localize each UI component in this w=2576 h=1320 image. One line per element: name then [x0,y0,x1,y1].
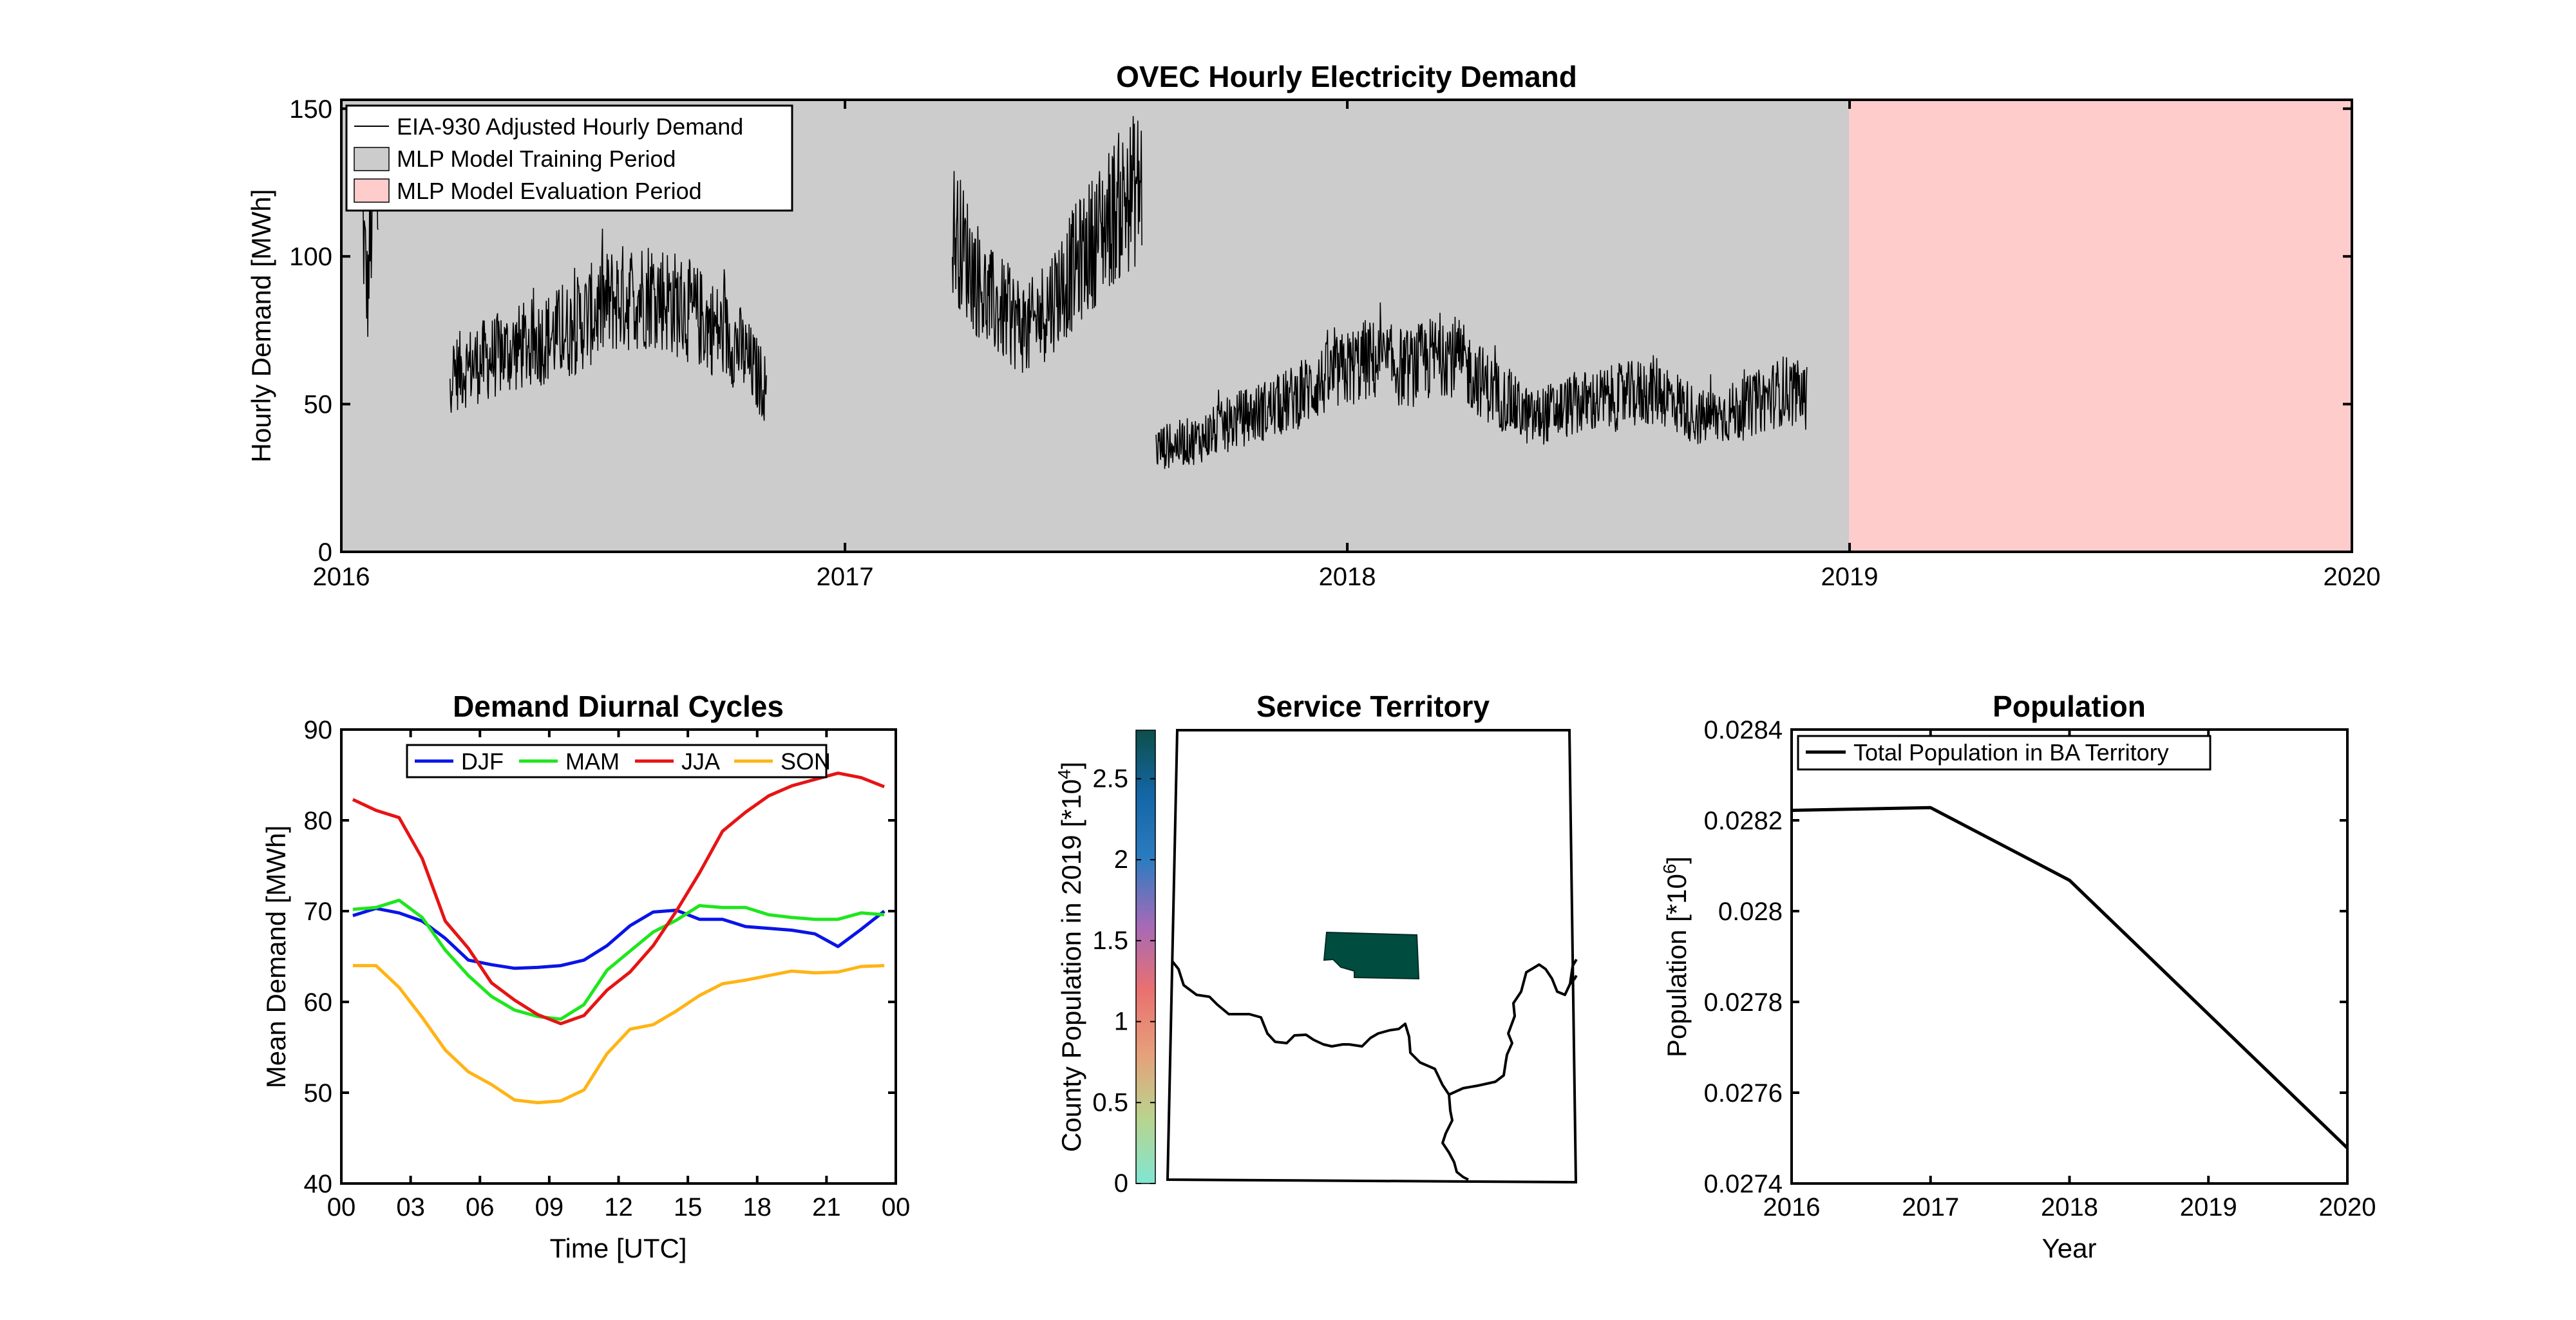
demand-timeseries-chart: OVEC Hourly Electricity Demand 2016 2017 2… [246,60,2380,591]
diurnal-y-tick-label: 50 [304,1079,333,1108]
population-line [1792,806,2347,1149]
diurnal-x-tick-label: 06 [466,1193,495,1221]
evaluation-period-shading [1849,100,2352,552]
diurnal-series [352,771,886,1104]
population-y-tick-label: 0.028 [1718,898,1783,926]
population-x-tick-label: 2016 [1763,1193,1821,1221]
diurnal-x-tick-label: 18 [743,1193,772,1221]
state-boundary-ohio-river [1172,959,1578,1096]
population-y-label-text: Population [*10 [1662,874,1692,1057]
diurnal-y-tick-label: 70 [304,898,333,926]
population-plot-frame [1790,728,2349,1185]
demand-legend-box [345,104,793,212]
colorbar-tick-label: 1.5 [1092,927,1128,955]
diurnal-line-djf [352,907,886,970]
demand-series [361,116,1808,469]
population-legend: Total Population in BA Territory [1797,735,2211,771]
demand-line-segment [1155,302,1808,469]
population-legend-box [1797,735,2211,771]
population-x-tick-label: 2018 [2041,1193,2098,1221]
population-y-label-close: ] [1662,856,1692,864]
state-boundary-east [1569,958,1578,985]
diurnal-y-tick-label: 40 [304,1170,333,1198]
diurnal-x-tick-label: 03 [396,1193,425,1221]
diurnal-line-mam [352,898,885,1021]
diurnal-x-tick-label: 00 [327,1193,356,1221]
diurnal-chart-title: Demand Diurnal Cycles [453,690,784,723]
population-y-label-exponent: 6 [1660,864,1680,874]
diurnal-x-tick-label: 21 [812,1193,841,1221]
population-y-tick-label: 0.0278 [1704,988,1783,1017]
legend-label-mam: MAM [565,748,620,775]
population-y-tick-label: 0.0284 [1704,716,1783,744]
population-y-tick-label: 0.0276 [1704,1079,1783,1108]
demand-y-tick-label: 50 [304,391,333,419]
state-boundary-west [1441,1094,1469,1181]
demand-legend: EIA-930 Adjusted Hourly Demand MLP Model… [345,104,793,212]
population-x-tick-label: 2019 [2180,1193,2237,1221]
diurnal-x-tick-label: 12 [604,1193,633,1221]
legend-label-training: MLP Model Training Period [397,146,676,172]
colorbar-label-exponent: 4 [1054,769,1074,779]
demand-line-segment [450,229,767,421]
diurnal-legend: DJF MAM JJA SON [406,744,831,778]
diurnal-plot-frame [340,728,897,1185]
population-y-tick-label: 0.0274 [1704,1170,1783,1198]
population-y-tick-label: 0.0282 [1704,807,1783,835]
service-territory-map: Service Territory 0 0.5 1 1.5 2 2.5 County Po… [1054,690,1578,1198]
colorbar-label-close: ] [1056,762,1086,769]
diurnal-cycles-chart: Demand Diurnal Cycles 00 03 06 09 12 15 18 21 00… [261,690,910,1263]
legend-swatch-evaluation [354,178,390,203]
diurnal-y-axis-label: Mean Demand [MWh] [261,825,291,1088]
diurnal-x-tick-label: 00 [882,1193,911,1221]
diurnal-x-axis-label: Time [UTC] [549,1233,687,1263]
diurnal-y-tick-label: 90 [304,716,333,744]
legend-label-demand: EIA-930 Adjusted Hourly Demand [397,113,743,140]
colorbar-tick-label: 0.5 [1092,1088,1128,1117]
diurnal-line-jja [352,771,886,1026]
demand-y-tick-label: 150 [289,95,332,124]
colorbar-label: County Population in 2019 [*104] [1054,762,1086,1152]
colorbar [1135,730,1156,1184]
demand-chart-title: OVEC Hourly Electricity Demand [1116,60,1577,93]
ovec-county [1323,931,1420,980]
colorbar-label-text: County Population in 2019 [*10 [1056,779,1086,1152]
legend-label-jja: JJA [681,748,720,775]
legend-label-son: SON [781,748,831,775]
demand-x-tick-label: 2018 [1319,563,1376,591]
diurnal-y-tick-label: 80 [304,807,333,835]
population-x-axis-label: Year [2042,1233,2097,1263]
population-x-tick-label: 2017 [1902,1193,1959,1221]
legend-label-evaluation: MLP Model Evaluation Period [397,178,702,204]
diurnal-y-tick-label: 60 [304,988,333,1017]
legend-label-population: Total Population in BA Territory [1853,739,2169,766]
legend-label-djf: DJF [461,748,504,775]
population-chart-title: Population [1993,690,2146,723]
colorbar-tick-label: 2 [1114,845,1128,874]
population-chart: Population 2016 2017 2018 2019 2020 0.0274 0.0… [1660,690,2376,1263]
demand-y-tick-label: 0 [318,538,332,567]
population-x-tick-label: 2020 [2319,1193,2376,1221]
population-y-axis-label: Population [*106] [1660,856,1692,1057]
colorbar-tick-label: 0 [1114,1169,1128,1198]
map-title: Service Territory [1256,690,1490,723]
demand-x-tick-label: 2020 [2324,563,2381,591]
demand-y-axis-label: Hourly Demand [MWh] [246,189,276,463]
diurnal-x-tick-label: 15 [674,1193,703,1221]
diurnal-x-tick-label: 09 [535,1193,564,1221]
demand-x-tick-label: 2019 [1821,563,1879,591]
demand-x-tick-label: 2016 [313,563,370,591]
demand-y-tick-label: 100 [289,243,332,271]
colorbar-tick-label: 2.5 [1092,764,1128,793]
colorbar-tick-label: 1 [1114,1008,1128,1036]
diurnal-line-son [352,964,885,1104]
population-series [1792,806,2347,1149]
legend-swatch-training [354,147,390,171]
demand-x-tick-label: 2017 [817,563,874,591]
demand-line-segment [952,116,1142,373]
